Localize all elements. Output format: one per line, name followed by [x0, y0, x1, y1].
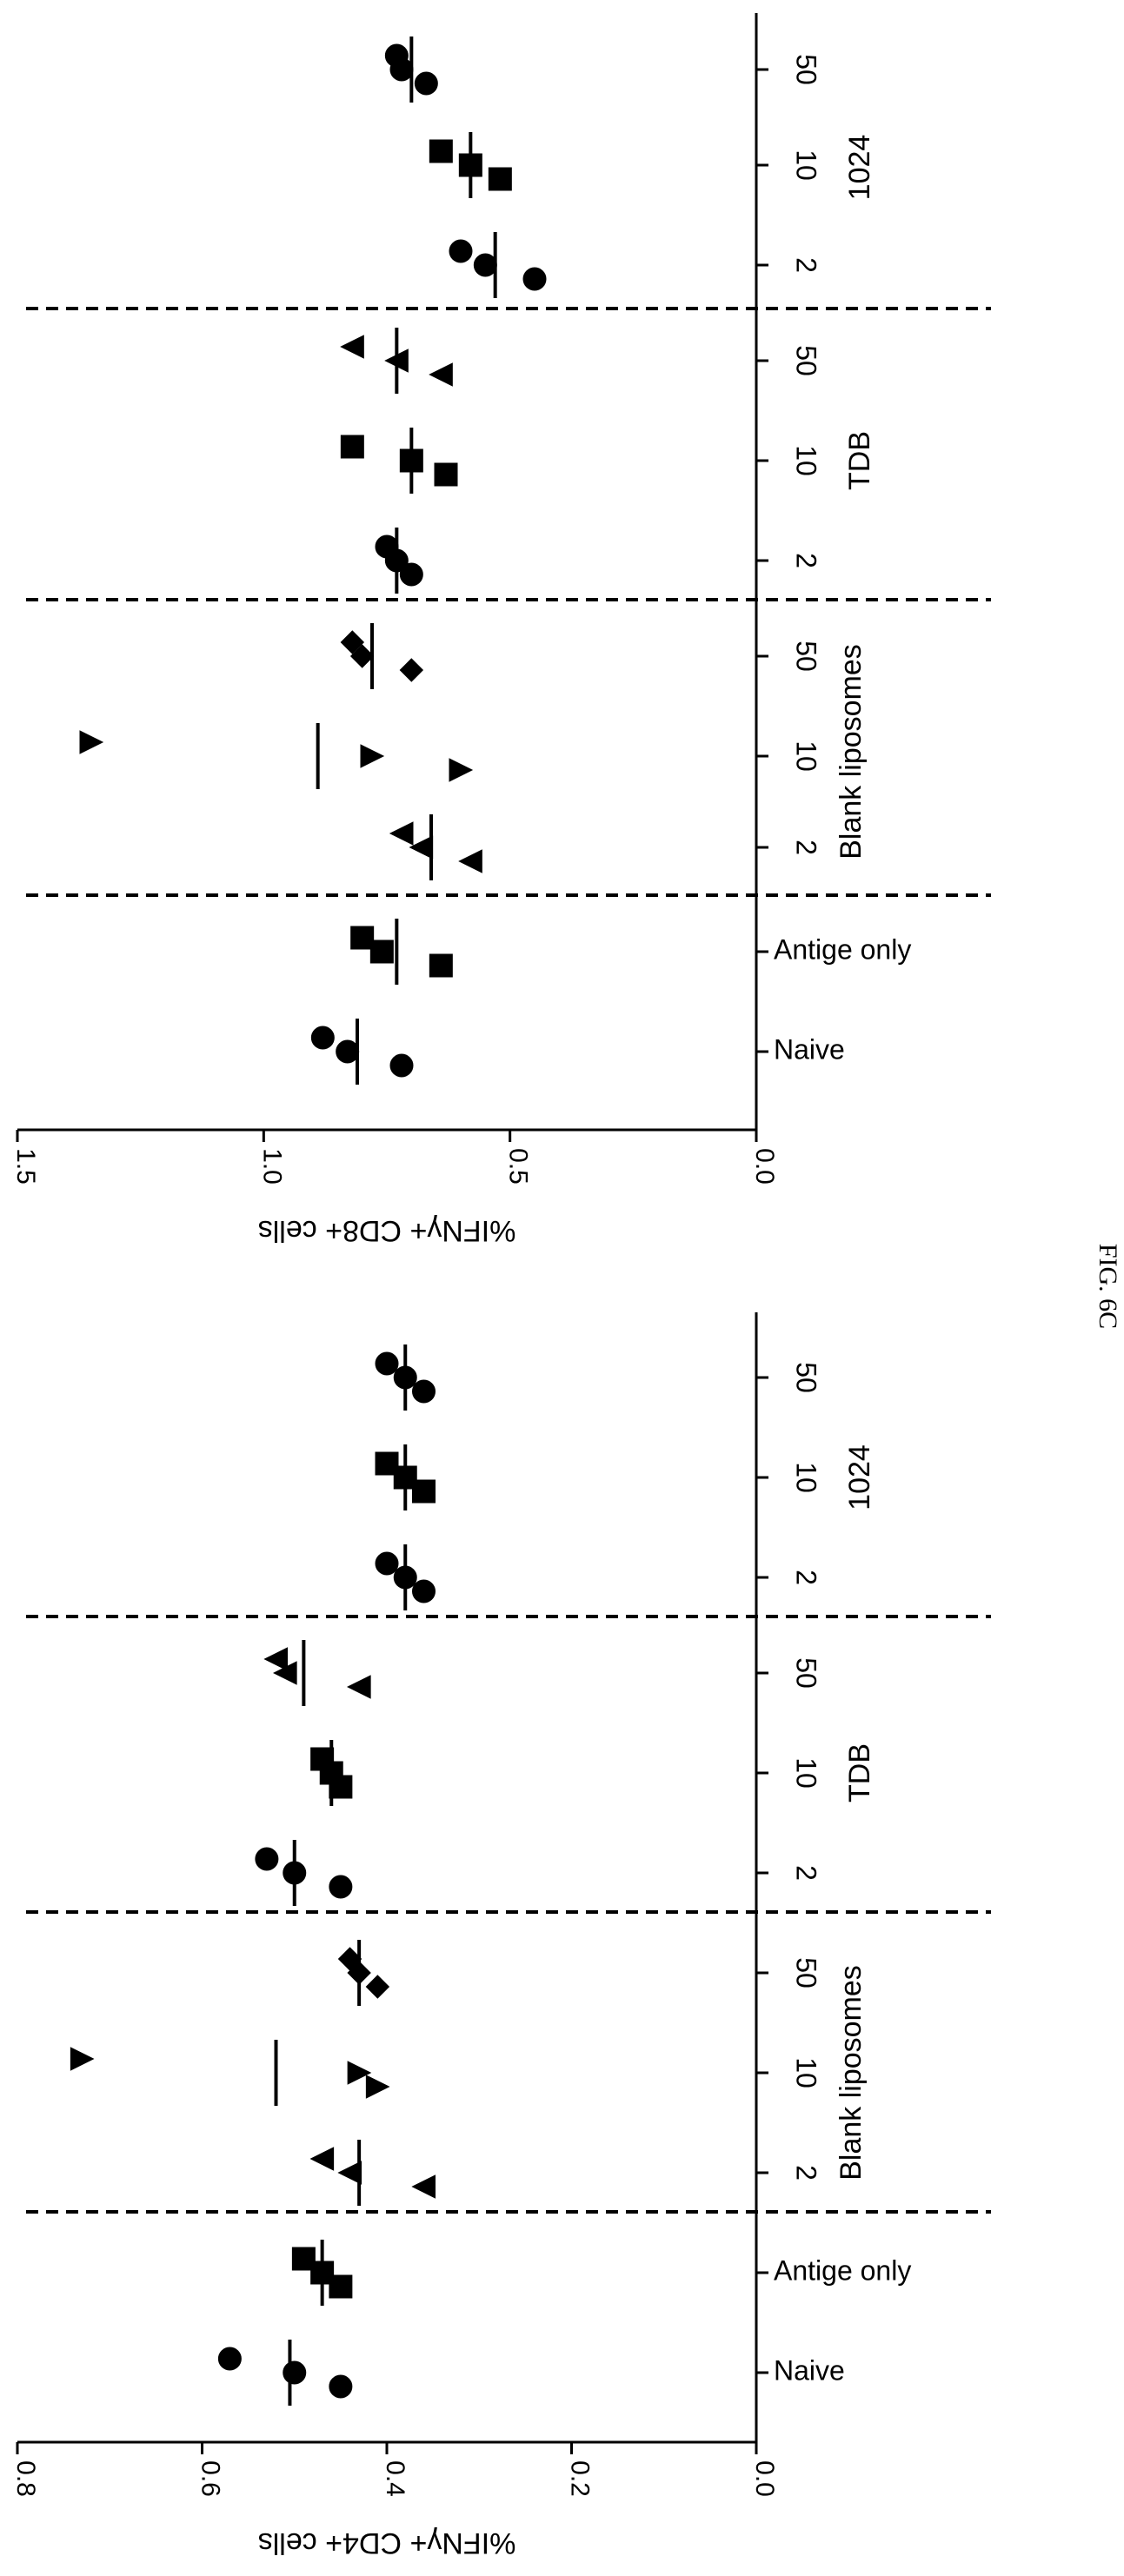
data-point-diamond	[349, 644, 375, 668]
x-tick-label: Antige only	[774, 933, 911, 965]
x-tick-label: 2	[791, 840, 822, 855]
data-point-tri-left	[347, 1675, 371, 1699]
data-point-circle	[449, 239, 473, 263]
data-point-tri-right	[79, 730, 104, 754]
y-tick-label: 0.2	[566, 2460, 595, 2497]
data-point-square	[412, 1479, 436, 1504]
data-point-tri-left	[458, 849, 482, 873]
x-tick-label: 10	[791, 445, 822, 476]
x-tick-label: 50	[791, 641, 822, 672]
group-label: Blank liposomes	[835, 1965, 868, 2181]
panel-2: 0.8 0.6 0.4 0.2 0.0 %IFNγ+ CD4+ cells Naive Ant…	[11, 1312, 991, 2559]
y-axis-label: %IFNγ+ CD4+ cells	[258, 2526, 516, 2559]
data-point-circle	[283, 2360, 307, 2385]
data-point-tri-left	[263, 1647, 288, 1671]
data-point-circle	[522, 267, 547, 291]
panel-1: 1.5 1.0 0.5 0.0 %IFNγ+ CD8+ cells Naive Antige…	[11, 13, 991, 1247]
data-point-circle	[389, 1053, 414, 1078]
data-point-circle	[217, 2347, 242, 2371]
data-point-circle	[255, 1847, 279, 1871]
data-point-tri-right	[365, 2075, 390, 2099]
data-point-square	[488, 167, 512, 191]
data-point-tri-left	[389, 821, 414, 846]
y-tick-label: 1.5	[11, 1148, 40, 1185]
x-tick-label: Antige only	[774, 2254, 911, 2286]
data-point-square	[429, 953, 453, 978]
x-tick-label: 2	[791, 2165, 822, 2181]
x-tick-label: 10	[791, 1462, 822, 1493]
x-tick-label: 10	[791, 2057, 822, 2088]
data-point-circle	[375, 1551, 399, 1576]
data-point-circle	[399, 562, 423, 587]
group-label: 1024	[843, 135, 876, 201]
group-label: 1024	[843, 1444, 876, 1510]
data-point-circle	[414, 71, 438, 96]
data-point-diamond	[399, 658, 424, 682]
y-tick-label: 0.8	[11, 2460, 40, 2497]
x-tick-label: 2	[791, 257, 822, 273]
data-point-circle	[473, 253, 497, 277]
data-point-tri-left	[411, 2174, 436, 2199]
data-point-square	[340, 435, 364, 459]
data-point-tri-right	[360, 744, 385, 768]
data-point-tri-left	[429, 362, 453, 387]
x-tick-label: 50	[791, 54, 822, 85]
data-point-square	[350, 926, 375, 950]
data-point-square	[329, 2274, 353, 2299]
y-axis-label: %IFNγ+ CD8+ cells	[258, 1214, 516, 1247]
y-tick-label: 0.4	[381, 2460, 409, 2497]
data-point-tri-right	[70, 2047, 95, 2071]
data-point-tri-left	[309, 2147, 335, 2171]
data-point-tri-left	[337, 2161, 362, 2185]
data-point-diamond	[340, 630, 365, 654]
x-tick-label: 50	[791, 1657, 822, 1689]
y-tick-label: 0.5	[504, 1148, 533, 1185]
x-tick-label: 50	[791, 345, 822, 376]
data-point-circle	[389, 57, 414, 82]
y-tick-label: 1.0	[257, 1148, 286, 1185]
group-label: TDB	[843, 431, 876, 490]
data-point-tri-left	[409, 835, 434, 860]
x-tick-label: 2	[791, 553, 822, 568]
data-point-tri-right	[449, 758, 474, 782]
data-point-circle	[336, 1039, 360, 1064]
group-label: TDB	[843, 1743, 876, 1803]
x-tick-label: Naive	[774, 2354, 845, 2386]
y-tick-label: 0.0	[750, 2460, 779, 2497]
y-tick-label: 0.0	[750, 1148, 779, 1185]
x-tick-label: 50	[791, 1957, 822, 1988]
data-point-circle	[329, 1875, 353, 1899]
data-point-circle	[412, 1579, 436, 1603]
x-tick-label: 2	[791, 1865, 822, 1881]
data-point-tri-left	[340, 335, 364, 359]
data-point-circle	[412, 1379, 436, 1404]
data-point-square	[434, 462, 458, 487]
data-point-diamond	[365, 1975, 390, 1999]
data-point-circle	[329, 2374, 353, 2399]
data-point-square	[369, 939, 394, 964]
data-point-tri-left	[273, 1661, 297, 1685]
x-tick-label: 50	[791, 1362, 822, 1393]
x-tick-label: 2	[791, 1570, 822, 1585]
x-tick-label: 10	[791, 149, 822, 181]
data-point-circle	[375, 1351, 399, 1376]
x-tick-label: 10	[791, 1757, 822, 1789]
data-point-square	[429, 139, 453, 163]
x-tick-label: Naive	[774, 1033, 845, 1065]
figure-caption: FIG. 6C	[1094, 1244, 1122, 1329]
data-point-circle	[310, 1026, 335, 1050]
data-point-tri-right	[347, 2061, 372, 2085]
y-tick-label: 0.6	[196, 2460, 225, 2497]
x-tick-label: 10	[791, 740, 822, 772]
group-label: Blank liposomes	[835, 644, 868, 860]
